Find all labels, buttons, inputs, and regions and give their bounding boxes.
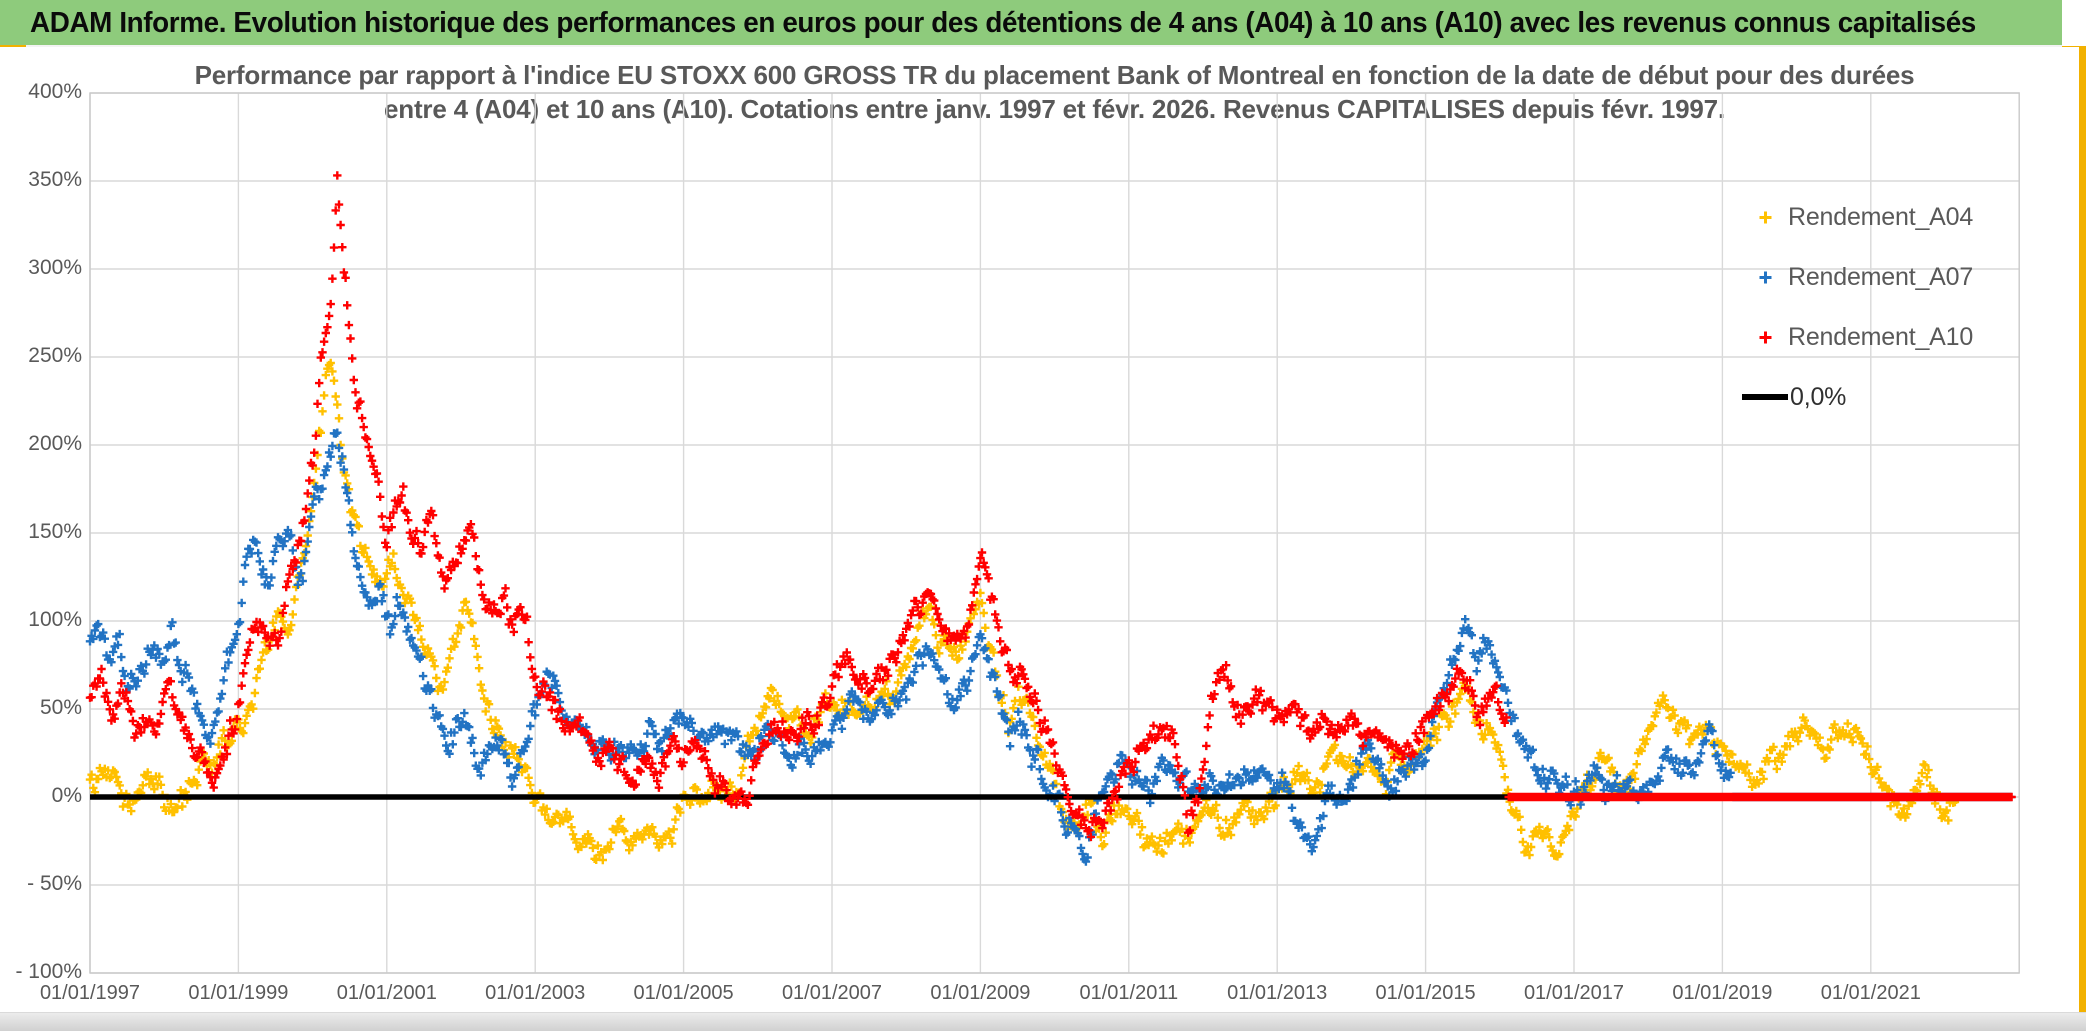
legend-label: Rendement_A10	[1788, 322, 1974, 351]
chart-object[interactable]: Performance par rapport à l'indice EU ST…	[0, 47, 2079, 1010]
legend-label: Rendement_A07	[1788, 262, 1974, 291]
y-tick-label: 400%	[28, 80, 82, 103]
y-tick-label: 150%	[28, 520, 82, 543]
x-tick-label: 01/01/2013	[1227, 982, 1328, 1004]
chart-title-line2: entre 4 (A04) et 10 ans (A10). Cotations…	[384, 94, 1725, 124]
y-tick-label: 250%	[28, 344, 82, 367]
y-tick-label: 200%	[28, 432, 82, 455]
plot-border	[89, 92, 2020, 974]
y-tick-label: 300%	[28, 256, 82, 279]
legend-line-swatch	[1742, 394, 1788, 400]
x-tick-label: 01/01/1997	[39, 982, 141, 1004]
legend-item-0-0-[interactable]: 0,0%	[1742, 367, 2042, 427]
x-tick-label: 01/01/2017	[1523, 982, 1625, 1004]
y-tick-label: - 50%	[27, 872, 82, 895]
x-tick-label: 01/01/2021	[1820, 982, 1921, 1004]
series-rendement-a04[interactable]	[85, 358, 1960, 865]
chart-legend[interactable]: Rendement_A04 Rendement_A07 Rendement_A10 0…	[1742, 187, 2042, 427]
x-tick-label: 01/01/2011	[1079, 982, 1179, 1004]
x-tick-label: 01/01/2005	[633, 982, 734, 1004]
y-tick-label: 100%	[28, 608, 82, 631]
x-tick-label: 01/01/2001	[336, 982, 437, 1004]
window-bottom-strip	[0, 1012, 2086, 1031]
y-tick-label: 50%	[39, 696, 82, 719]
x-tick-label: 01/01/2009	[930, 982, 1031, 1004]
y-tick-label: - 100%	[15, 960, 82, 983]
x-tick-label: 01/01/2003	[485, 982, 586, 1004]
page-title: ADAM Informe. Evolution historique des p…	[30, 7, 1976, 39]
legend-label: 0,0%	[1790, 382, 1847, 411]
chart-title[interactable]: Performance par rapport à l'indice EU ST…	[90, 58, 2019, 126]
y-tick-label: 0%	[51, 784, 82, 807]
plus-marker-icon	[1742, 329, 1788, 346]
chart-title-line1: Performance par rapport à l'indice EU ST…	[194, 60, 1915, 90]
legend-item-rendement-a04[interactable]: Rendement_A04	[1742, 187, 2042, 247]
legend-label: Rendement_A04	[1788, 202, 1974, 231]
plus-marker-icon	[1742, 209, 1788, 226]
performance-scatter-plot[interactable]	[0, 47, 2086, 1010]
x-tick-label: 01/01/2015	[1375, 982, 1476, 1004]
legend-item-rendement-a10[interactable]: Rendement_A10	[1742, 307, 2042, 367]
legend-item-rendement-a07[interactable]: Rendement_A07	[1742, 247, 2042, 307]
x-tick-label: 01/01/1999	[188, 982, 289, 1004]
series-rendement-a10[interactable]	[85, 171, 2016, 842]
plus-marker-icon	[1742, 269, 1788, 286]
x-tick-label: 01/01/2007	[781, 982, 883, 1004]
header-cell[interactable]: ADAM Informe. Evolution historique des p…	[0, 0, 2062, 47]
y-tick-label: 350%	[28, 168, 82, 191]
x-tick-label: 01/01/2019	[1672, 982, 1773, 1004]
selection-border-right[interactable]	[2079, 46, 2086, 1025]
